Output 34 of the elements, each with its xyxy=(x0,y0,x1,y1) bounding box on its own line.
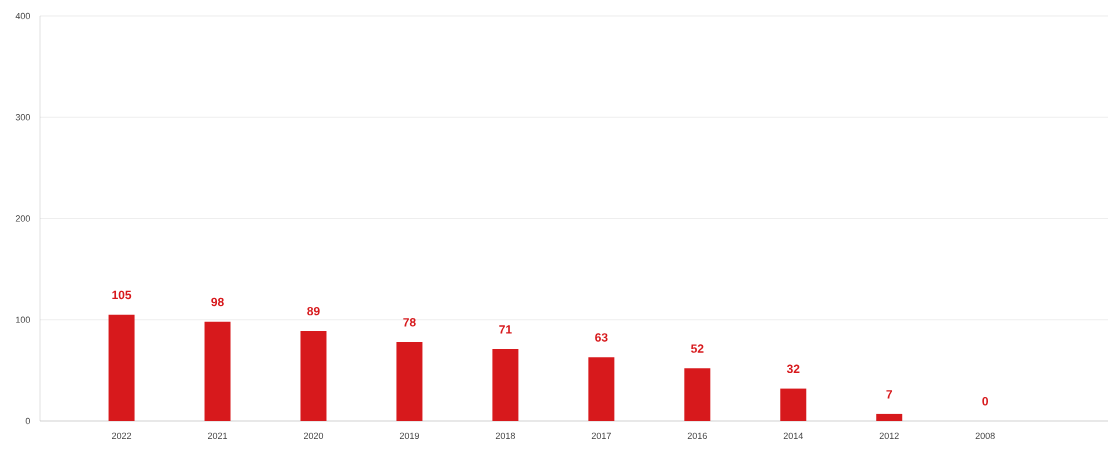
data-label: 71 xyxy=(499,325,512,334)
x-tick-label: 2022 xyxy=(112,432,132,439)
bar xyxy=(684,368,711,421)
data-label: 78 xyxy=(403,318,416,327)
data-label: 0 xyxy=(982,397,989,406)
y-tick-label: 100 xyxy=(16,316,31,323)
x-tick-label: 2016 xyxy=(687,432,707,439)
x-tick-label: 2018 xyxy=(495,432,515,439)
x-tick-label: 2017 xyxy=(591,432,611,439)
bar xyxy=(780,388,807,421)
data-label: 105 xyxy=(112,290,132,300)
x-tick-label: 2019 xyxy=(399,432,419,439)
y-tick-label: 400 xyxy=(15,12,31,20)
y-tick-label: 300 xyxy=(15,114,31,121)
data-label: 63 xyxy=(595,333,608,342)
x-tick-label: 2021 xyxy=(208,432,228,439)
x-tick-label: 2020 xyxy=(303,432,324,439)
x-tick-label: 2014 xyxy=(783,432,803,439)
data-label: 52 xyxy=(691,344,704,353)
data-label: 89 xyxy=(307,306,320,316)
bar xyxy=(204,321,231,421)
data-label: 98 xyxy=(211,297,224,307)
x-tick-label: 2012 xyxy=(879,432,899,439)
data-label: 7 xyxy=(886,390,893,399)
bar xyxy=(492,349,519,421)
x-tick-label: 2008 xyxy=(975,432,995,439)
bar xyxy=(108,314,135,421)
bar xyxy=(396,342,423,421)
bar xyxy=(300,330,327,421)
y-tick-label: 200 xyxy=(15,215,31,222)
data-label: 32 xyxy=(786,364,800,374)
y-tick-label: 0 xyxy=(25,417,31,425)
bar xyxy=(588,357,615,421)
bar xyxy=(876,413,903,421)
